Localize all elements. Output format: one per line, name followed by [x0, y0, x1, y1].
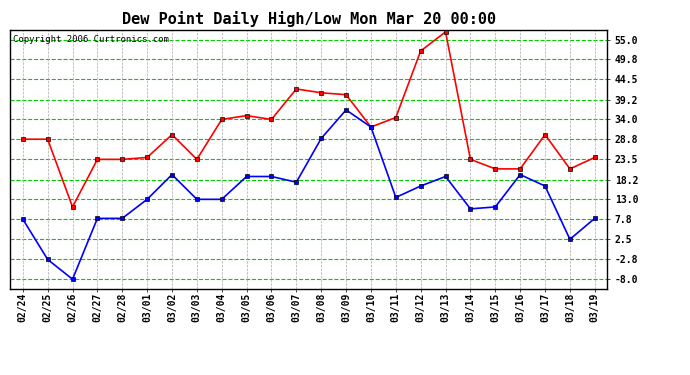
Text: Copyright 2006 Curtronics.com: Copyright 2006 Curtronics.com: [13, 35, 169, 44]
Title: Dew Point Daily High/Low Mon Mar 20 00:00: Dew Point Daily High/Low Mon Mar 20 00:0…: [121, 12, 496, 27]
